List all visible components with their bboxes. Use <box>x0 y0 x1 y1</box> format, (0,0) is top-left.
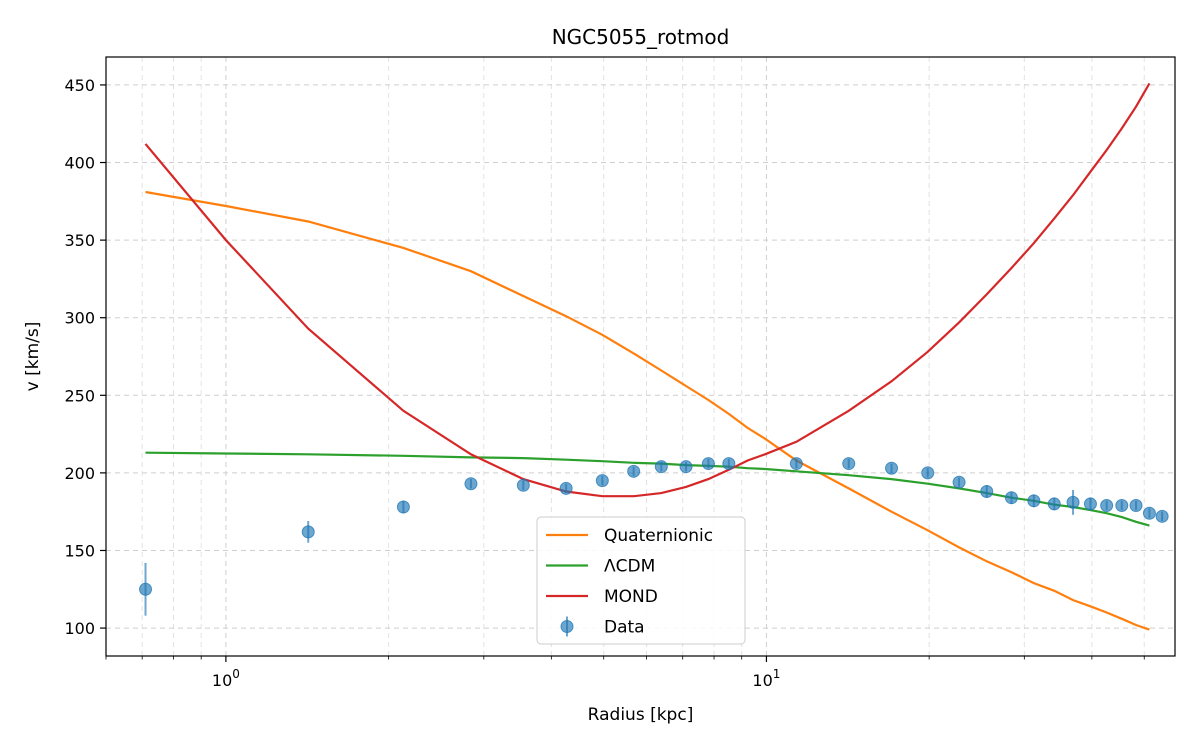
series-line-Quaternionic <box>145 190 1150 631</box>
data-point <box>595 474 609 488</box>
data-point <box>396 500 410 514</box>
data-point <box>516 478 530 492</box>
axis-ticks: 100 150 200 250 300 350 400 450 100 101 <box>64 76 1145 690</box>
data-point <box>1129 498 1143 512</box>
data-point <box>1004 491 1018 505</box>
data-point <box>980 485 994 499</box>
data-point <box>559 481 573 495</box>
y-tick-label: 150 <box>64 541 95 560</box>
data-point <box>1047 497 1061 511</box>
x-tick-label: 100 <box>212 667 240 690</box>
data-point <box>921 466 935 480</box>
data-point <box>722 457 736 471</box>
plot-frame <box>105 56 1176 657</box>
legend-item: Quaternionic <box>546 526 713 546</box>
data-point <box>464 477 478 491</box>
y-tick-label: 450 <box>64 76 95 95</box>
data-point <box>1142 506 1156 520</box>
legend-label: ΛCDM <box>604 557 655 577</box>
data-point <box>1027 494 1041 508</box>
y-tick-label: 350 <box>64 231 95 250</box>
y-tick-label: 100 <box>64 619 95 638</box>
data-point <box>301 525 315 539</box>
data-point <box>1155 509 1169 523</box>
data-point <box>952 475 966 489</box>
data-point <box>679 460 693 474</box>
chart-title: NGC5055_rotmod <box>552 25 730 49</box>
data-point <box>1100 498 1114 512</box>
y-tick-label: 400 <box>64 154 95 173</box>
legend-box <box>536 516 746 645</box>
series-data-points <box>139 457 1169 616</box>
legend-label: Data <box>604 618 645 638</box>
legend-label: Quaternionic <box>604 526 713 546</box>
legend-item: ΛCDM <box>546 557 655 577</box>
legend-swatch-marker <box>560 620 574 633</box>
series-line-MOND <box>144 82 1151 498</box>
data-point <box>139 582 153 596</box>
data-point <box>701 457 715 471</box>
data-point <box>1066 495 1080 509</box>
data-point <box>789 457 803 471</box>
x-axis-label: Radius [kpc] <box>588 705 694 725</box>
data-point <box>1083 497 1097 511</box>
y-tick-label: 200 <box>64 464 95 483</box>
y-axis-label: v [km/s] <box>23 322 43 392</box>
data-point <box>885 461 899 475</box>
legend: Quaternionic ΛCDM MOND Data <box>536 516 746 645</box>
data-point <box>842 457 856 471</box>
legend-label: MOND <box>604 587 658 607</box>
legend-item: MOND <box>546 587 658 607</box>
series-layer <box>139 82 1169 631</box>
y-tick-label: 300 <box>64 309 95 328</box>
data-point <box>1115 498 1129 512</box>
data-point <box>627 464 641 478</box>
data-point <box>654 460 668 474</box>
x-tick-label: 101 <box>752 667 780 690</box>
legend-item: Data <box>560 616 645 638</box>
y-tick-label: 250 <box>64 386 95 405</box>
